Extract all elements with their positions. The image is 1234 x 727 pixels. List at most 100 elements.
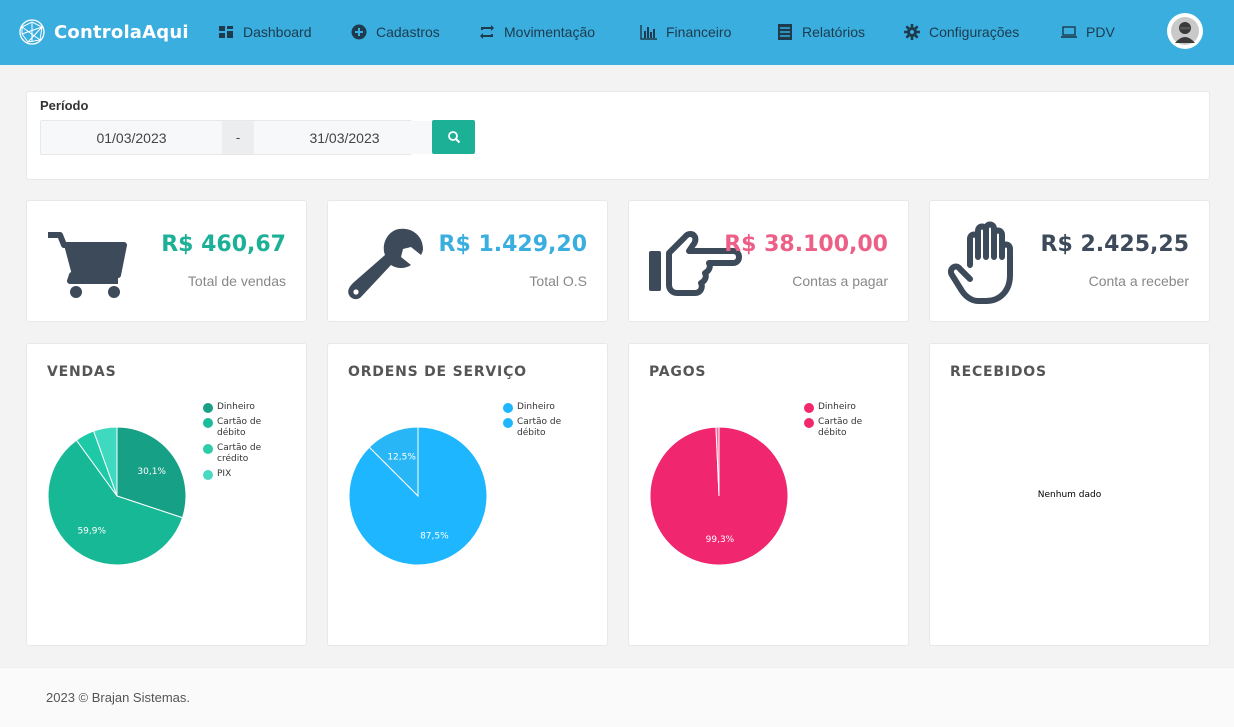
gear-icon (904, 24, 920, 40)
stat-card-os: R$ 1.429,20 Total O.S (327, 200, 608, 322)
pie-chart-vendas: 30,1% 59,9% (47, 426, 187, 566)
stat-value-pagar: R$ 38.100,00 (724, 232, 888, 257)
pie-slice-label: 59,9% (77, 527, 106, 537)
nav-financeiro-label: Financeiro (666, 24, 732, 40)
legend-label: Dinheiro (217, 402, 255, 412)
legend-os: Dinheiro Cartão de débito (503, 402, 565, 443)
period-label: Período (40, 98, 89, 113)
hand-pointing-icon (649, 231, 742, 296)
footer: 2023 © Brajan Sistemas. (0, 667, 1234, 727)
nav-dashboard[interactable]: Dashboard (217, 20, 312, 44)
brand-name: ControlaAqui (54, 21, 189, 43)
legend-label: Cartão de débito (217, 417, 262, 438)
legend-swatch (804, 418, 814, 428)
legend-label: Dinheiro (818, 402, 856, 412)
hand-open-icon (948, 221, 1013, 304)
stat-label-vendas: Total de vendas (187, 273, 286, 289)
legend-item[interactable]: Dinheiro (804, 402, 866, 413)
legend-item[interactable]: Cartão de débito (503, 417, 565, 439)
chart-title-pagos: PAGOS (649, 364, 707, 380)
pie-slice-label: 99,3% (706, 535, 735, 545)
legend-swatch (203, 470, 213, 480)
stat-card-pagar: R$ 38.100,00 Contas a pagar (628, 200, 909, 322)
search-icon (447, 131, 460, 144)
stat-value-os: R$ 1.429,20 (438, 232, 587, 257)
plus-circle-icon (351, 24, 367, 40)
nav-configuracoes[interactable]: Configurações (903, 20, 1019, 44)
legend-swatch (203, 403, 213, 413)
legend-swatch (804, 403, 814, 413)
laptop-icon (1061, 26, 1077, 38)
pie-chart-pagos: 99,3% (649, 426, 789, 566)
start-date-input[interactable] (41, 121, 222, 154)
legend-item[interactable]: Cartão de débito (203, 417, 265, 439)
legend-label: Cartão de débito (818, 417, 863, 438)
stat-label-receber: Conta a receber (1088, 273, 1189, 289)
footer-copyright: 2023 © Brajan Sistemas. (46, 690, 190, 705)
pie-chart-os: 12,5% 87,5% (348, 426, 488, 566)
legend-item[interactable]: Cartão de crédito (203, 443, 265, 465)
chart-card-vendas: VENDAS 30,1% 59,9% Dinheiro Cartão de déb… (26, 343, 307, 646)
legend-item[interactable]: Cartão de débito (804, 417, 866, 439)
chart-card-recebidos: RECEBIDOS Nenhum dado (929, 343, 1210, 646)
pie-slice-label: 87,5% (420, 532, 449, 542)
bar-chart-icon (640, 25, 657, 40)
pie-slice-label: 12,5% (387, 452, 416, 462)
brand[interactable]: ControlaAqui (18, 17, 189, 47)
nav-pdv-label: PDV (1086, 24, 1115, 40)
pie-slice-cart-o-de-d-bito[interactable] (715, 426, 720, 497)
logo-icon (19, 19, 45, 45)
legend-label: Dinheiro (517, 402, 555, 412)
chart-card-os: ORDENS DE SERVIÇO 12,5% 87,5% Dinheiro Ca… (327, 343, 608, 646)
legend-label: Cartão de débito (517, 417, 562, 438)
legend-swatch (503, 418, 513, 428)
nav-cadastros-label: Cadastros (376, 24, 440, 40)
end-date-input[interactable] (254, 121, 435, 154)
list-icon (778, 24, 792, 40)
stat-label-pagar: Contas a pagar (792, 273, 888, 289)
dashboard-icon (219, 26, 233, 38)
chart-title-vendas: VENDAS (47, 364, 117, 380)
user-avatar[interactable] (1167, 13, 1203, 49)
stat-value-receber: R$ 2.425,25 (1040, 232, 1189, 257)
nav-configuracoes-label: Configurações (929, 24, 1020, 40)
pie-slice-dinheiro[interactable] (348, 426, 488, 566)
legend-item[interactable]: PIX (203, 469, 265, 480)
nav-pdv[interactable]: PDV (1060, 20, 1115, 44)
chart-title-recebidos: RECEBIDOS (950, 364, 1047, 380)
nav-financeiro[interactable]: Financeiro (640, 20, 731, 44)
legend-swatch (503, 403, 513, 413)
top-navbar: ControlaAqui Dashboard Cadastros Movimen… (0, 0, 1234, 65)
chart-title-os: ORDENS DE SERVIÇO (348, 364, 527, 380)
user-avatar-icon (1168, 14, 1202, 48)
date-separator: - (222, 121, 254, 154)
legend-swatch (203, 418, 213, 428)
legend-item[interactable]: Dinheiro (203, 402, 265, 413)
pie-slice-cart-o-de-d-bito[interactable] (47, 439, 184, 566)
cart-icon (48, 232, 127, 298)
legend-vendas: Dinheiro Cartão de débito Cartão de créd… (203, 402, 265, 484)
nav-relatorios-label: Relatórios (802, 24, 866, 40)
date-range: - (40, 120, 435, 155)
no-data-message: Nenhum dado (1037, 490, 1102, 500)
search-button[interactable] (432, 120, 475, 154)
legend-label: Cartão de crédito (217, 443, 262, 464)
legend-swatch (203, 444, 213, 454)
nav-relatorios[interactable]: Relatórios (776, 20, 865, 44)
stat-card-vendas: R$ 460,67 Total de vendas (26, 200, 307, 322)
legend-item[interactable]: Dinheiro (503, 402, 565, 413)
retweet-icon (480, 25, 494, 39)
pie-slice-dinheiro[interactable] (116, 426, 187, 519)
wrench-icon (348, 228, 423, 300)
legend-pagos: Dinheiro Cartão de débito (804, 402, 866, 443)
nav-dashboard-label: Dashboard (243, 24, 312, 40)
pie-slice-pix[interactable] (92, 426, 118, 497)
stat-value-vendas: R$ 460,67 (161, 232, 286, 257)
pie-slice-label: 30,1% (137, 467, 166, 477)
nav-movimentacao-label: Movimentação (504, 24, 596, 40)
nav-cadastros[interactable]: Cadastros (350, 20, 440, 44)
chart-card-pagos: PAGOS 99,3% Dinheiro Cartão de débito (628, 343, 909, 646)
nav-movimentacao[interactable]: Movimentação (478, 20, 595, 44)
stat-card-receber: R$ 2.425,25 Conta a receber (929, 200, 1210, 322)
stat-label-os: Total O.S (529, 273, 587, 289)
